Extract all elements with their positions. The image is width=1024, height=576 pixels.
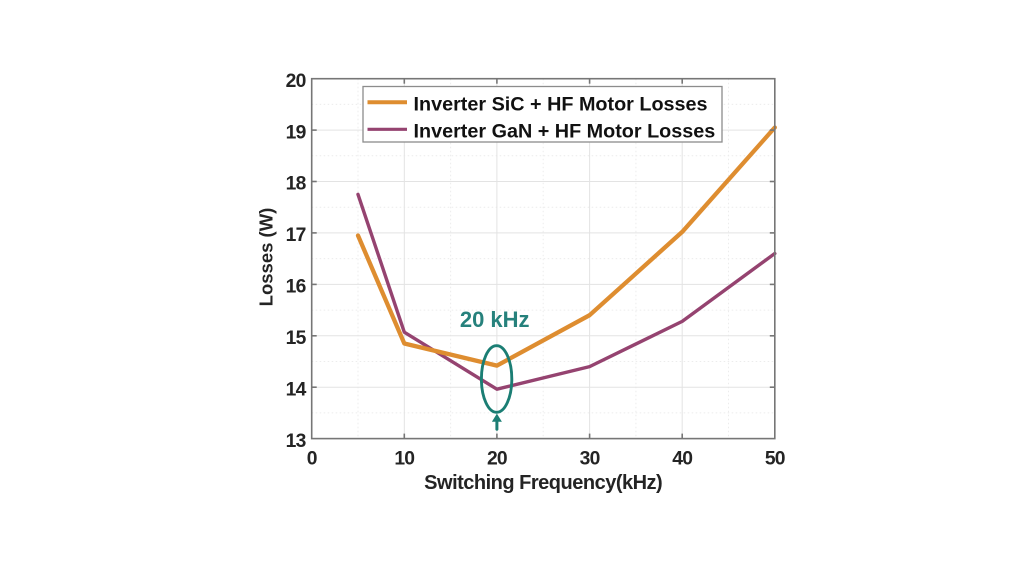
svg-text:19: 19 [286,122,306,143]
svg-text:16: 16 [286,277,307,298]
svg-text:15: 15 [286,328,307,349]
svg-text:18: 18 [286,174,307,195]
svg-text:Losses (W): Losses (W) [256,208,277,307]
svg-text:17: 17 [286,225,306,246]
svg-text:20: 20 [286,71,306,92]
svg-text:20: 20 [487,449,507,470]
svg-text:Inverter SiC + HF Motor Losses: Inverter SiC + HF Motor Losses [414,94,708,116]
svg-text:20 kHz: 20 kHz [460,307,530,332]
svg-text:0: 0 [307,449,317,470]
svg-text:Switching Frequency(kHz): Switching Frequency(kHz) [424,472,662,494]
svg-text:40: 40 [672,449,692,470]
svg-text:10: 10 [394,449,414,470]
svg-text:14: 14 [286,379,307,400]
svg-text:Inverter GaN + HF Motor Losses: Inverter GaN + HF Motor Losses [414,121,716,143]
svg-text:30: 30 [580,449,600,470]
svg-text:13: 13 [286,431,307,452]
svg-text:50: 50 [765,449,785,470]
